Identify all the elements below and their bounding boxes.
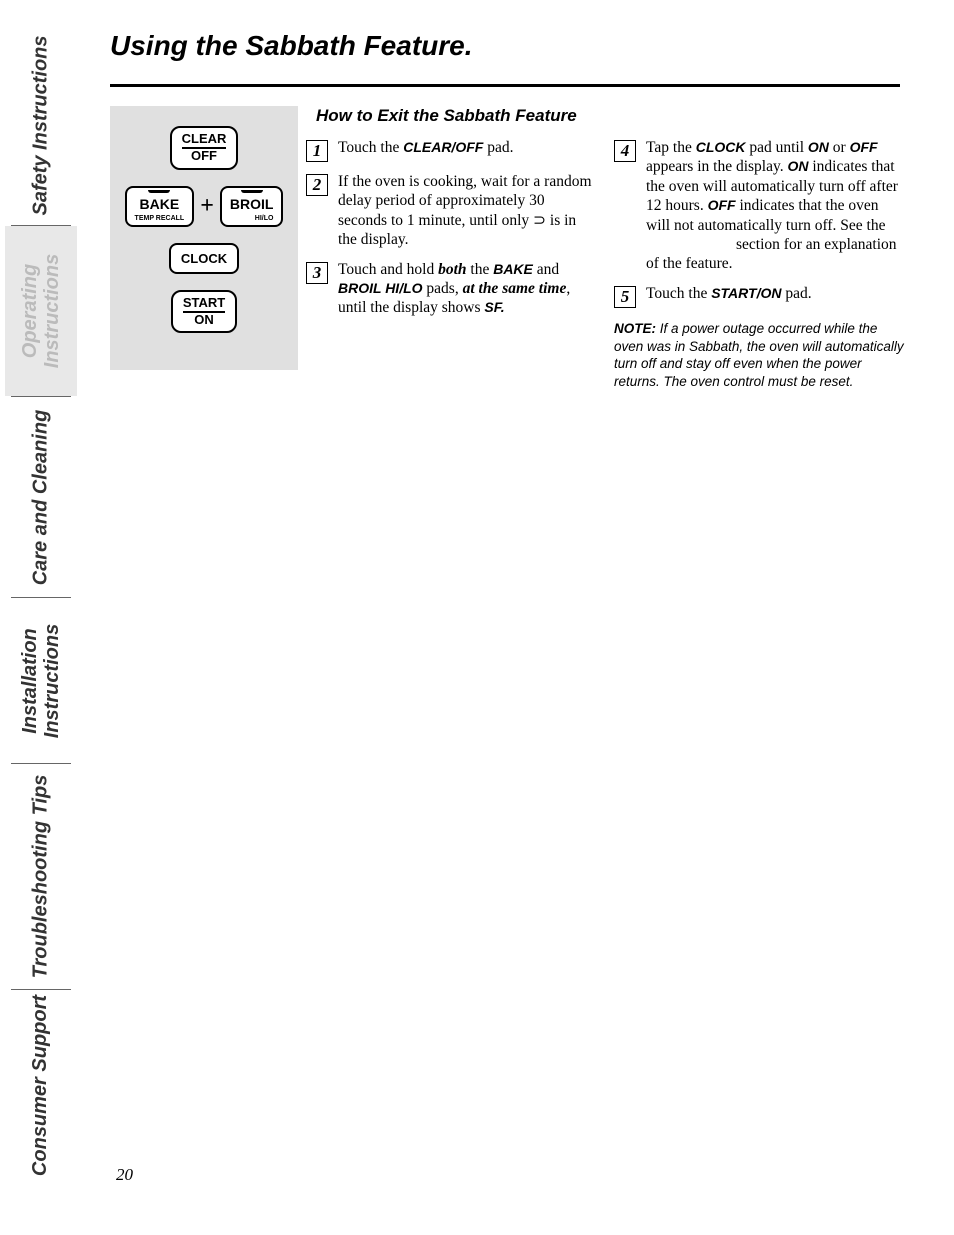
step-text: Touch the START/ON pad. <box>646 284 904 308</box>
tab-label: Safety Instructions <box>30 35 53 215</box>
page-title: Using the Sabbath Feature. <box>110 30 473 62</box>
step-number: 2 <box>306 174 328 196</box>
step-number: 4 <box>614 140 636 162</box>
tab-care-cleaning[interactable]: Care and Cleaning <box>5 397 77 597</box>
step-4: 4 Tap the CLOCK pad until ON or OFF appe… <box>614 138 904 274</box>
section-heading: How to Exit the Sabbath Feature <box>316 106 577 126</box>
steps-column-left: 1 Touch the CLEAR/OFF pad. 2 If the oven… <box>306 138 596 328</box>
bake-broil-row: BAKE TEMP RECALL + BROIL HI/LO <box>125 186 284 227</box>
title-underline <box>110 84 900 87</box>
tab-installation-instructions[interactable]: Installation Instructions <box>5 598 77 763</box>
bake-button-icon: BAKE TEMP RECALL <box>125 186 195 227</box>
broil-button-icon: BROIL HI/LO <box>220 186 284 227</box>
tab-label: Troubleshooting Tips <box>30 775 53 979</box>
oven-control-panel-diagram: CLEAR OFF BAKE TEMP RECALL + BROIL HI/LO… <box>110 106 298 370</box>
tab-label: Care and Cleaning <box>30 409 53 585</box>
tab-label: Operating Instructions <box>19 254 63 368</box>
step-number: 5 <box>614 286 636 308</box>
tab-consumer-support[interactable]: Consumer Support <box>5 990 77 1180</box>
step-text: Touch and hold both the BAKE and BROIL H… <box>338 260 596 318</box>
steps-column-right: 4 Tap the CLOCK pad until ON or OFF appe… <box>614 138 904 318</box>
page-number: 20 <box>116 1165 133 1185</box>
step-text: Tap the CLOCK pad until ON or OFF appear… <box>646 138 904 274</box>
step-text: If the oven is cooking, wait for a rando… <box>338 172 596 250</box>
step-text: Touch the CLEAR/OFF pad. <box>338 138 596 162</box>
clock-button-icon: CLOCK <box>169 243 239 274</box>
sidebar-tabs: Safety Instructions Operating Instructio… <box>5 25 77 1200</box>
step-3: 3 Touch and hold both the BAKE and BROIL… <box>306 260 596 318</box>
plus-icon: + <box>200 193 214 220</box>
start-on-button-icon: START ON <box>171 290 237 334</box>
step-5: 5 Touch the START/ON pad. <box>614 284 904 308</box>
tab-safety-instructions[interactable]: Safety Instructions <box>5 25 77 225</box>
step-number: 3 <box>306 262 328 284</box>
note-text: NOTE: If a power outage occurred while t… <box>614 320 904 390</box>
tab-operating-instructions-active[interactable]: Operating Instructions <box>5 226 77 396</box>
tab-troubleshooting-tips[interactable]: Troubleshooting Tips <box>5 764 77 989</box>
tab-label: Consumer Support <box>30 994 53 1175</box>
clear-off-button-icon: CLEAR OFF <box>170 126 239 170</box>
step-1: 1 Touch the CLEAR/OFF pad. <box>306 138 596 162</box>
tab-label: Installation Instructions <box>19 623 63 737</box>
step-2: 2 If the oven is cooking, wait for a ran… <box>306 172 596 250</box>
step-number: 1 <box>306 140 328 162</box>
